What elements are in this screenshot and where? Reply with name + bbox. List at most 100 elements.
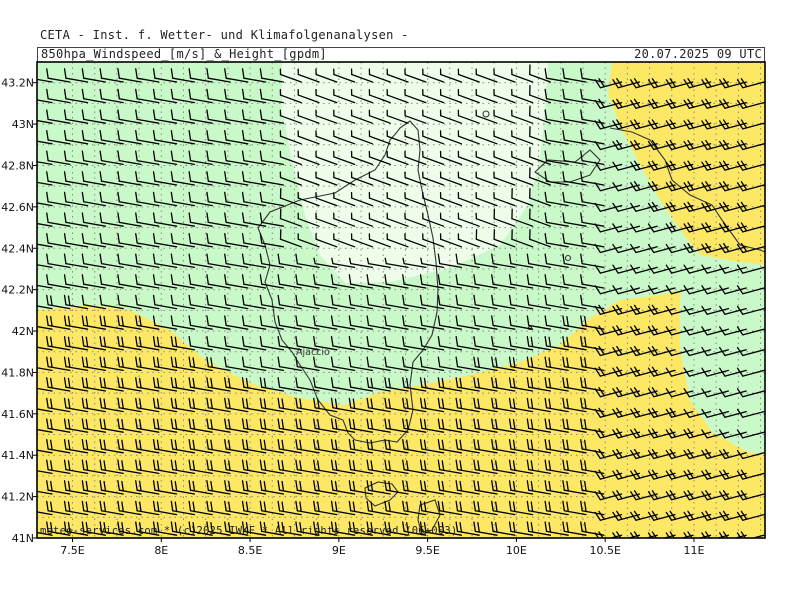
wind-barb xyxy=(277,459,302,475)
wind-barb xyxy=(224,129,249,145)
wind-barb xyxy=(719,388,747,398)
wind-barb xyxy=(419,459,445,475)
wind-barb xyxy=(295,356,320,372)
wind-barb xyxy=(647,304,676,315)
wind-barb xyxy=(188,212,213,227)
wind-barb xyxy=(544,418,569,433)
wind-barb xyxy=(630,264,658,274)
wind-barb xyxy=(46,356,71,372)
wind-barb xyxy=(594,490,623,501)
wind-barb xyxy=(241,438,267,454)
wind-barb xyxy=(544,171,569,186)
lon-tick-label: 10E xyxy=(506,544,527,557)
wind-barb xyxy=(719,429,747,439)
wind-barb xyxy=(493,130,516,145)
wind-barb xyxy=(455,356,480,372)
wind-barb xyxy=(437,397,463,413)
wind-barb xyxy=(259,68,285,83)
wind-barb xyxy=(315,171,338,186)
wind-barb xyxy=(665,305,694,315)
wind-barb xyxy=(612,407,641,418)
wind-barb xyxy=(437,315,463,330)
wind-barb xyxy=(736,531,765,538)
wind-barb xyxy=(188,377,213,392)
wind-barb xyxy=(455,521,480,536)
wind-barb xyxy=(612,182,641,192)
lat-tick-label: 42.8N xyxy=(1,159,34,172)
chart-subtitle: 850hpa_Windspeed_[m/s]_&_Height_[gpdm] xyxy=(41,47,327,61)
wind-barb xyxy=(665,285,694,295)
wind-barb xyxy=(241,171,267,186)
wind-barb xyxy=(37,243,53,248)
wind-barb xyxy=(297,171,320,186)
wind-barb xyxy=(117,150,142,166)
wind-barb xyxy=(152,274,178,289)
wind-barb xyxy=(348,418,374,433)
wind-barb xyxy=(562,521,587,536)
wind-barb xyxy=(46,212,71,227)
wind-barb xyxy=(647,98,676,109)
wind-barb xyxy=(562,191,587,207)
wind-barb xyxy=(81,397,107,413)
wind-barb xyxy=(313,438,338,454)
wind-barb xyxy=(117,68,142,83)
wind-barb xyxy=(63,88,89,104)
wind-barb xyxy=(491,253,516,269)
wind-barb xyxy=(224,397,249,413)
wind-barb xyxy=(580,212,605,227)
wind-barb xyxy=(404,233,427,248)
wind-barb xyxy=(665,98,694,109)
wind-barb xyxy=(315,212,338,227)
wind-barb xyxy=(562,397,587,413)
wind-barb xyxy=(719,119,747,130)
wind-barb xyxy=(297,130,320,145)
wind-barb xyxy=(402,438,427,454)
wind-barb xyxy=(295,521,320,536)
wind-barb xyxy=(241,88,267,104)
wind-barb xyxy=(259,459,285,475)
wind-barb xyxy=(170,150,196,166)
wind-barb xyxy=(736,408,765,418)
wind-barb xyxy=(544,109,569,124)
wind-barb xyxy=(315,109,338,124)
wind-barb xyxy=(117,521,142,536)
wind-barb xyxy=(152,480,178,495)
wind-barb xyxy=(473,377,498,392)
wind-barb xyxy=(529,146,552,166)
wind-barb xyxy=(526,335,552,351)
wind-barb xyxy=(630,223,658,233)
wind-barb xyxy=(188,109,213,124)
wind-barb xyxy=(457,233,480,248)
wind-barb xyxy=(46,191,71,207)
wind-barb xyxy=(630,139,658,151)
wind-barb xyxy=(99,459,124,475)
wind-barb xyxy=(526,274,552,289)
wind-barb xyxy=(491,377,516,392)
wind-barb xyxy=(544,88,569,104)
wind-barb xyxy=(736,510,765,521)
wind-barb xyxy=(46,68,71,83)
wind-barb xyxy=(562,315,587,330)
wind-barb xyxy=(330,377,356,392)
wind-barb xyxy=(647,139,676,151)
wind-barb xyxy=(508,253,534,269)
wind-barb xyxy=(366,480,391,495)
wind-barb xyxy=(594,531,623,538)
wind-barb xyxy=(295,438,320,454)
wind-barb xyxy=(612,510,641,521)
wind-barb xyxy=(206,315,231,330)
wind-barb xyxy=(313,521,338,536)
wind-barb xyxy=(736,429,765,439)
wind-barb xyxy=(63,232,89,248)
wind-barb xyxy=(386,89,409,104)
wind-barb xyxy=(386,68,409,83)
wind-barb xyxy=(612,161,641,171)
wind-barb xyxy=(46,397,71,413)
wind-barb xyxy=(402,418,427,433)
wind-barb xyxy=(241,150,267,166)
wind-barb xyxy=(368,130,391,145)
lat-tick-label: 42.2N xyxy=(1,284,34,297)
wind-barb xyxy=(277,294,302,310)
wind-barb xyxy=(404,89,427,104)
wind-barb xyxy=(701,160,730,171)
